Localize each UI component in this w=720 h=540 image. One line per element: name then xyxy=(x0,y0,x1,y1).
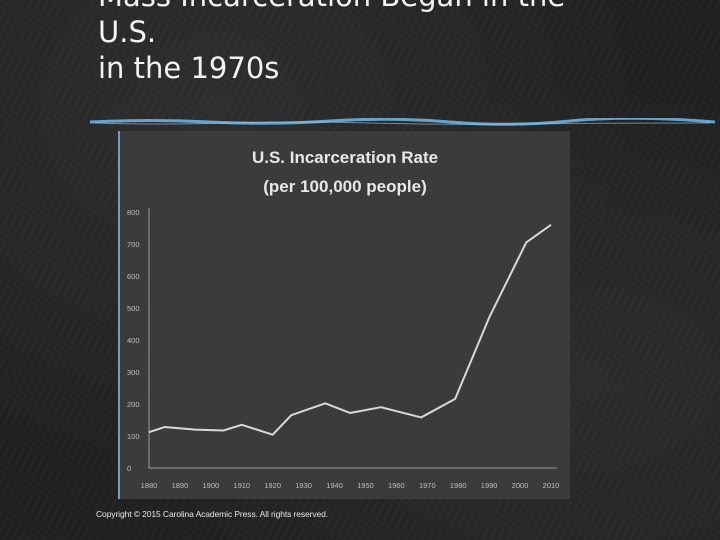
y-tick-label: 600 xyxy=(127,272,140,281)
x-tick-label: 1980 xyxy=(450,481,467,490)
y-tick-label: 300 xyxy=(127,368,140,377)
chart-axes xyxy=(148,208,557,469)
chart-panel: U.S. Incarceration Rate (per 100,000 peo… xyxy=(118,131,570,499)
x-tick-label: 1970 xyxy=(419,481,436,490)
x-tick-label: 1940 xyxy=(326,481,343,490)
slide-title-line-2: U.S. xyxy=(98,15,157,49)
y-tick-label: 800 xyxy=(127,208,140,217)
copyright-notice: Copyright © 2015 Carolina Academic Press… xyxy=(96,509,329,519)
chart-title: U.S. Incarceration Rate xyxy=(252,148,438,167)
y-axis-tick-labels: 0 100 200 300 400 500 600 700 800 xyxy=(127,208,140,473)
y-tick-label: 400 xyxy=(127,336,140,345)
y-tick-label: 0 xyxy=(127,464,131,473)
y-tick-label: 700 xyxy=(127,240,140,249)
series-line-incarceration-rate xyxy=(148,223,552,436)
slide-title-line-1: Mass Incarceration Began in the xyxy=(98,0,698,14)
x-tick-label: 1900 xyxy=(203,481,220,490)
chart-subtitle: (per 100,000 people) xyxy=(263,177,426,196)
x-tick-label: 1950 xyxy=(357,481,374,490)
slide-title: Mass Incarceration Began in the U.S. in … xyxy=(98,0,698,86)
x-tick-label: 1930 xyxy=(295,481,312,490)
x-tick-label: 1890 xyxy=(172,481,189,490)
x-tick-label: 2000 xyxy=(512,481,529,490)
title-divider-rule xyxy=(90,118,715,126)
x-tick-label: 1960 xyxy=(388,481,405,490)
x-tick-label: 1920 xyxy=(264,481,281,490)
chart-series xyxy=(148,223,552,436)
x-axis-tick-labels: 1880 1890 1900 1910 1920 1930 1940 1950 1960 1970… xyxy=(141,481,560,490)
y-tick-label: 100 xyxy=(127,432,140,441)
x-tick-label: 1990 xyxy=(481,481,498,490)
x-tick-label: 1910 xyxy=(233,481,250,490)
x-tick-label: 1880 xyxy=(141,481,158,490)
slide-title-line-3: in the 1970s xyxy=(98,51,280,85)
y-tick-label: 500 xyxy=(127,304,140,313)
x-tick-label: 2010 xyxy=(543,481,560,490)
incarceration-rate-chart: U.S. Incarceration Rate (per 100,000 peo… xyxy=(127,148,560,490)
y-tick-label: 200 xyxy=(127,400,140,409)
